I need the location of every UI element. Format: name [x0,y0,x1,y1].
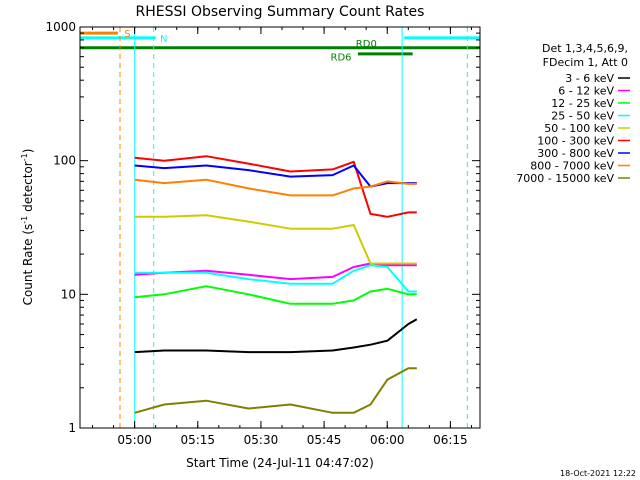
series-line-3 [134,264,417,293]
x-tick-label-5: 06:15 [433,433,468,447]
legend-label-8: 7000 - 15000 keV [516,172,614,185]
x-tick-label-0: 05:00 [117,433,152,447]
series-line-0 [134,318,418,354]
series-line-4 [134,214,417,265]
flag-label-0: S [124,29,130,40]
y-axis-label-main: Count Rate (s [21,224,35,306]
flag-layer: S N RD0 RD6 [80,29,480,64]
x-tick-label-2: 05:30 [244,433,279,447]
series-layer [134,155,418,414]
legend-label-5: 100 - 300 keV [537,135,614,148]
y-axis-label: Count Rate (s-1 detector-1) [20,149,35,306]
flag-label-1: N [160,34,167,45]
series-line-8 [134,367,417,414]
footer-timestamp: 18-Oct-2021 12:22 [560,469,636,478]
y-tick-label-0: 1 [68,421,76,435]
plot-frame [79,26,481,429]
legend-label-7: 800 - 7000 keV [530,160,614,173]
legend-label-1: 6 - 12 keV [558,85,614,98]
flag-label-3: RD6 [331,53,352,64]
chart-title: RHESSI Observing Summary Count Rates [136,4,425,20]
legend-header-line-1: Det 1,3,4,5,6,9, [542,42,628,55]
y-tick-label-2: 100 [53,154,76,168]
series-line-5 [134,155,417,218]
x-axis-label: Start Time (24-Jul-11 04:47:02) [186,456,374,470]
y-axis-label-end: ) [21,149,35,154]
legend-header-line-2: FDecim 1, Att 0 [543,56,628,69]
flag-label-2: RD0 [356,39,377,50]
x-tick-label-1: 05:15 [180,433,215,447]
x-tick-label-3: 05:45 [307,433,342,447]
x-tick-label-4: 06:00 [370,433,405,447]
legend-label-3: 25 - 50 keV [551,110,614,123]
legend: Det 1,3,4,5,6,9, FDecim 1, Att 0 3 - 6 k… [516,42,630,185]
y-tick-label-3: 1000 [45,20,76,34]
vline-layer [119,27,468,428]
y-axis-label-sup1: -1 [20,216,29,224]
legend-label-4: 50 - 100 keV [544,122,614,135]
legend-label-2: 12 - 25 keV [551,97,614,110]
y-axis-label-mid: detector [21,161,35,216]
series-line-1 [134,262,417,281]
axis-layer: 05:00 05:15 05:30 05:45 06:00 06:15 1 10 100 1000 [45,20,480,447]
series-line-2 [134,285,417,305]
y-tick-label-1: 10 [61,287,76,301]
y-axis-label-sup2: -1 [20,153,29,161]
legend-label-0: 3 - 6 keV [565,72,614,85]
legend-label-6: 300 - 800 keV [537,147,614,160]
series-line-7 [134,178,417,197]
